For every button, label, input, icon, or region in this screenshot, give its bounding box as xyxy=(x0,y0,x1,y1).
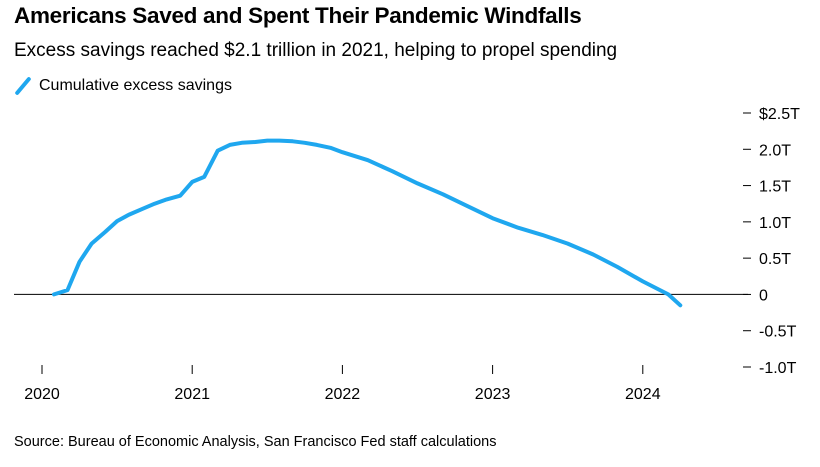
y-tick-label: 2.0T xyxy=(759,142,791,159)
y-tick-label: 1.0T xyxy=(759,215,791,232)
y-tick-label: 1.5T xyxy=(759,179,791,196)
x-axis: 2020 2021 2022 2023 2024 xyxy=(24,365,661,403)
x-tick-label: 2021 xyxy=(174,386,210,403)
x-tick-label: 2022 xyxy=(325,386,361,403)
y-tick-label: $2.5T xyxy=(759,106,800,123)
x-tick-label: 2023 xyxy=(475,386,511,403)
y-axis: $2.5T 2.0T 1.5T 1.0T 0.5T 0 -0.5T -1.0T xyxy=(743,106,800,377)
series-line-excess-savings xyxy=(52,138,683,308)
chart-title: Americans Saved and Spent Their Pandemic… xyxy=(14,3,582,28)
chart-subtitle: Excess savings reached $2.1 trillion in … xyxy=(14,40,618,61)
x-tick-label: 2024 xyxy=(625,386,661,403)
legend: Cumulative excess savings xyxy=(14,74,232,98)
y-tick-label: 0.5T xyxy=(759,251,791,268)
series-layer xyxy=(52,138,683,308)
y-tick-label: -1.0T xyxy=(759,360,797,377)
y-tick-label: 0 xyxy=(759,287,768,304)
x-tick-label: 2020 xyxy=(24,386,60,403)
legend-label: Cumulative excess savings xyxy=(39,77,232,94)
y-tick-label: -0.5T xyxy=(759,324,797,341)
source-note: Source: Bureau of Economic Analysis, San… xyxy=(14,434,497,450)
